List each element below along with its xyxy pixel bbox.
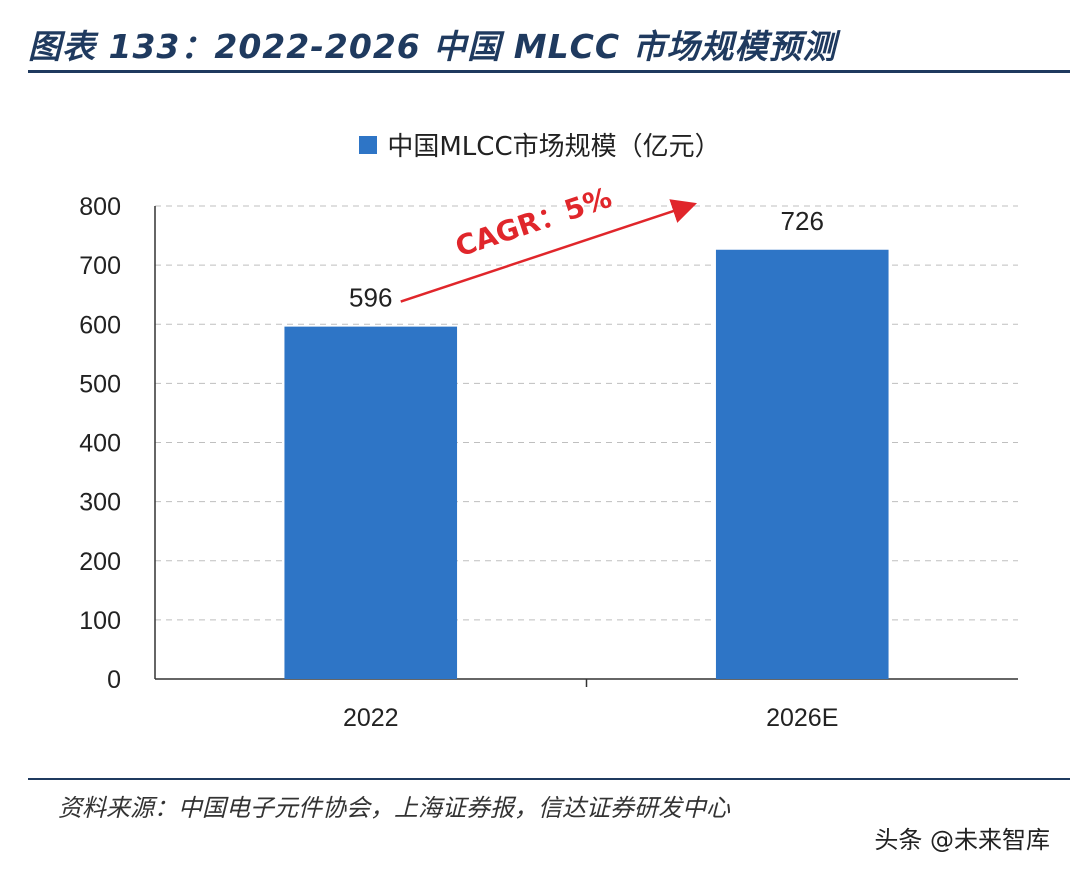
y-tick-label: 400 [79,430,121,458]
legend-label: 中国MLCC市场规模（亿元） [387,132,721,162]
y-tick-label: 100 [79,607,121,635]
x-tick-label: 2026E [766,704,838,732]
x-tick-label: 2022 [343,704,399,732]
y-tick-label: 800 [79,193,121,221]
bar [284,326,458,679]
y-tick-label: 500 [79,370,121,398]
cagr-arrow [400,199,697,303]
header-divider [28,70,1070,73]
y-tick-label: 700 [79,252,121,280]
cagr-label: CAGR：5% [451,181,615,263]
watermark: 头条 @未来智库 [868,818,1056,857]
bar-chart: 0 100 200 300 400 500 600 700 800 596 2022 726 2026E… [79,181,1018,732]
y-tick-label: 0 [107,666,121,694]
footer-divider [28,778,1070,780]
legend: 中国MLCC市场规模（亿元） [0,126,1080,163]
y-tick-label: 200 [79,548,121,576]
y-tick-label: 600 [79,311,121,339]
data-label: 726 [781,206,824,236]
y-tick-label: 300 [79,489,121,517]
bar [715,249,889,679]
source-note: 资料来源：中国电子元件协会，上海证券报，信达证券研发中心 [58,794,730,822]
legend-swatch [359,135,378,154]
data-label: 596 [349,283,392,313]
page-title: 图表 133：2022-2026 中国 MLCC 市场规模预测 [28,27,837,66]
